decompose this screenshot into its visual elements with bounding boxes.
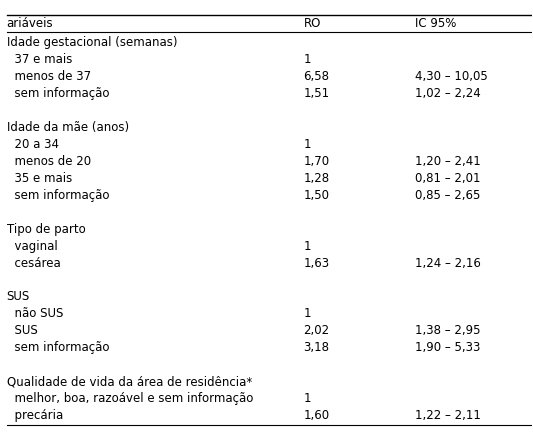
Text: Idade da mãe (anos): Idade da mãe (anos) — [7, 121, 129, 134]
Text: 35 e mais: 35 e mais — [7, 172, 72, 185]
Text: 1,90 – 5,33: 1,90 – 5,33 — [415, 341, 480, 355]
Text: 1: 1 — [304, 53, 311, 66]
Text: 1,51: 1,51 — [304, 87, 330, 100]
Text: Tipo de parto: Tipo de parto — [7, 223, 85, 235]
Text: 1,70: 1,70 — [304, 155, 330, 168]
Text: 6,58: 6,58 — [304, 70, 329, 83]
Text: 4,30 – 10,05: 4,30 – 10,05 — [415, 70, 488, 83]
Text: 37 e mais: 37 e mais — [7, 53, 72, 66]
Text: 2,02: 2,02 — [304, 325, 330, 337]
Text: sem informação: sem informação — [7, 341, 109, 355]
Text: menos de 20: menos de 20 — [7, 155, 91, 168]
Text: sem informação: sem informação — [7, 87, 109, 100]
Text: 1,20 – 2,41: 1,20 – 2,41 — [415, 155, 481, 168]
Text: 0,81 – 2,01: 0,81 – 2,01 — [415, 172, 480, 185]
Text: 1: 1 — [304, 307, 311, 321]
Text: 20 a 34: 20 a 34 — [7, 138, 59, 151]
Text: Idade gestacional (semanas): Idade gestacional (semanas) — [7, 36, 177, 49]
Text: RO: RO — [304, 17, 321, 30]
Text: cesárea: cesárea — [7, 257, 60, 269]
Text: 1,22 – 2,11: 1,22 – 2,11 — [415, 409, 481, 422]
Text: melhor, boa, razoável e sem informação: melhor, boa, razoável e sem informação — [7, 392, 253, 405]
Text: 1: 1 — [304, 138, 311, 151]
Text: 3,18: 3,18 — [304, 341, 329, 355]
Text: 1,38 – 2,95: 1,38 – 2,95 — [415, 325, 480, 337]
Text: vaginal: vaginal — [7, 239, 58, 253]
Text: 1,02 – 2,24: 1,02 – 2,24 — [415, 87, 481, 100]
Text: 1,28: 1,28 — [304, 172, 330, 185]
Text: ariáveis: ariáveis — [7, 17, 53, 30]
Text: 0,85 – 2,65: 0,85 – 2,65 — [415, 189, 480, 202]
Text: precária: precária — [7, 409, 63, 422]
Text: 1: 1 — [304, 239, 311, 253]
Text: 1,60: 1,60 — [304, 409, 330, 422]
Text: sem informação: sem informação — [7, 189, 109, 202]
Text: SUS: SUS — [7, 325, 37, 337]
Text: 1,50: 1,50 — [304, 189, 329, 202]
Text: menos de 37: menos de 37 — [7, 70, 91, 83]
Text: 1,63: 1,63 — [304, 257, 330, 269]
Text: 1: 1 — [304, 392, 311, 405]
Text: IC 95%: IC 95% — [415, 17, 456, 30]
Text: Qualidade de vida da área de residência*: Qualidade de vida da área de residência* — [7, 375, 252, 388]
Text: não SUS: não SUS — [7, 307, 63, 321]
Text: 1,24 – 2,16: 1,24 – 2,16 — [415, 257, 481, 269]
Text: SUS: SUS — [7, 291, 30, 303]
